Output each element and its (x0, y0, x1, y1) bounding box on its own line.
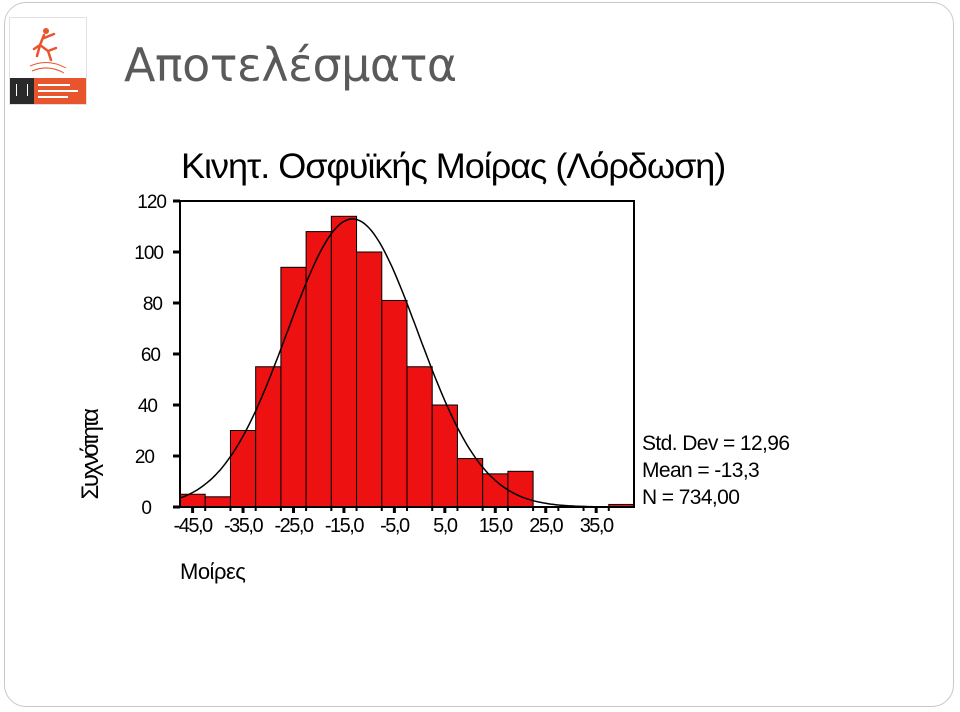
x-minor-tick (279, 507, 282, 511)
x-tick-label: -35,0 (224, 515, 263, 537)
y-tick (173, 199, 180, 203)
x-tick (342, 507, 346, 513)
x-minor-tick (481, 507, 484, 511)
x-tick (191, 507, 195, 513)
x-tick (392, 507, 396, 513)
x-minor-tick (204, 507, 207, 511)
fullscreen-icon (16, 84, 28, 96)
std-dev-text: Std. Dev = 12,96 (642, 432, 790, 455)
x-tick-label: 35,0 (580, 515, 614, 537)
x-tick-label: -5,0 (380, 515, 410, 537)
x-tick-label: -25,0 (274, 515, 313, 537)
x-tick (241, 507, 245, 513)
y-tick (173, 505, 180, 509)
y-tick-label: 40 (138, 396, 158, 417)
x-minor-tick (380, 507, 383, 511)
x-axis-label: Μοίρες (180, 559, 245, 584)
logo-text-line (38, 96, 68, 98)
n-text: N = 734,00 (642, 486, 740, 509)
histogram-bar (507, 470, 534, 508)
x-tick (443, 507, 447, 513)
x-minor-tick (456, 507, 459, 511)
x-minor-tick (607, 507, 610, 511)
y-tick-label: 60 (141, 345, 161, 366)
x-tick-label: -15,0 (325, 515, 364, 537)
x-minor-tick (532, 507, 535, 511)
x-minor-tick (506, 507, 509, 511)
stats-box: Std. Dev = 12,96 Mean = -13,3 N = 734,00 (642, 430, 790, 511)
axes-group: 0 20 40 60 80 100 120 -45,0 -35,0 -25,0 -15,0 -5,0 5… (134, 192, 635, 537)
normal-curve (179, 218, 634, 508)
histogram-bar (456, 458, 484, 508)
histogram-bar (406, 366, 433, 508)
y-tick (173, 250, 180, 254)
x-tick-label: 25,0 (529, 515, 563, 537)
curve-group (179, 218, 634, 508)
histogram-bar (482, 473, 509, 508)
histogram-bar (381, 299, 408, 508)
x-minor-tick (305, 507, 308, 511)
y-tick-label: 100 (134, 243, 163, 264)
x-tick-label: -45,0 (174, 515, 213, 537)
x-tick-label: 5,0 (433, 515, 458, 537)
histogram-bar (280, 266, 307, 508)
bars-group (179, 215, 635, 508)
logo-dancer-icon (29, 28, 67, 74)
y-tick-label: 20 (135, 447, 155, 468)
y-tick (173, 403, 180, 407)
y-tick-label: 0 (141, 498, 151, 519)
x-minor-tick (406, 507, 408, 511)
x-tick (493, 507, 497, 513)
chart-title: Κινητ. Οσφυϊκής Μοίρας (Λόρδωση) (181, 147, 726, 186)
x-tick (544, 507, 548, 513)
x-tick-label: 15,0 (479, 515, 513, 537)
logo (10, 18, 86, 104)
y-tick-label: 80 (143, 294, 163, 315)
mean-text: Mean = -13,3 (642, 459, 760, 482)
y-tick (173, 301, 180, 305)
y-tick-label: 120 (137, 192, 166, 213)
histogram-bar (204, 496, 231, 508)
histogram-bar (229, 430, 257, 508)
histogram-bar (330, 215, 358, 508)
x-tick (292, 507, 295, 513)
x-tick (594, 507, 598, 513)
histogram-bar (255, 366, 282, 508)
x-minor-tick (355, 507, 358, 511)
logo-band (10, 78, 86, 104)
x-minor-tick (557, 507, 560, 511)
y-tick (173, 352, 180, 356)
x-minor-tick (330, 507, 333, 511)
y-tick (173, 454, 180, 458)
slide-frame (4, 2, 954, 707)
logo-text-line (38, 84, 70, 86)
histogram-bar (356, 251, 383, 508)
y-axis-label: Συχνότητα (77, 408, 104, 500)
x-minor-tick (582, 507, 585, 511)
slide-title: Αποτελέσματα (124, 38, 457, 92)
x-minor-tick (229, 507, 232, 511)
logo-text-line (38, 90, 78, 92)
x-minor-tick (431, 507, 434, 511)
x-minor-tick (254, 507, 257, 511)
